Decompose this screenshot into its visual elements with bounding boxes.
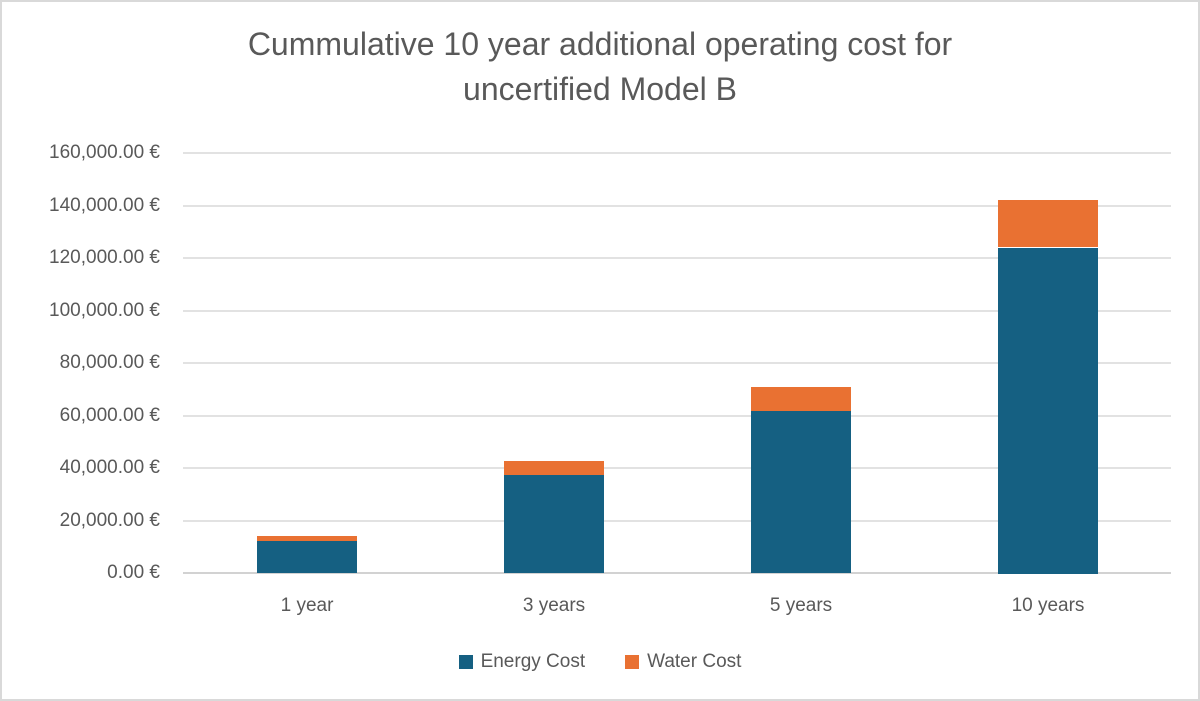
chart-title-line2: uncertified Model B	[463, 71, 737, 107]
y-axis-tick-label: 120,000.00 €	[49, 247, 160, 268]
x-axis-tick-label: 1 year	[280, 595, 334, 616]
x-axis-line	[183, 572, 1171, 574]
y-axis-tick-label: 100,000.00 €	[49, 300, 160, 321]
x-axis-tick-label: 3 years	[522, 595, 586, 616]
bar-water-cost-3-years	[504, 461, 604, 475]
legend-swatch-icon	[625, 655, 640, 669]
gridline	[183, 152, 1171, 154]
gridline	[183, 467, 1171, 469]
legend-item-water-cost: Water Cost	[625, 651, 741, 673]
bar-energy-cost-10-years	[998, 248, 1098, 574]
gridline	[183, 415, 1171, 417]
bar-water-cost-1-year	[257, 536, 357, 541]
legend-label: Energy Cost	[480, 651, 586, 672]
y-axis-tick-label: 80,000.00 €	[59, 352, 160, 373]
bar-energy-cost-1-year	[257, 540, 357, 573]
y-axis-tick-label: 20,000.00 €	[59, 510, 160, 531]
bar-water-cost-10-years	[998, 200, 1098, 247]
gridline	[183, 520, 1171, 522]
y-axis-tick-label: 60,000.00 €	[59, 405, 160, 426]
bar-water-cost-5-years	[751, 387, 851, 411]
gridline	[183, 362, 1171, 364]
legend-item-energy-cost: Energy Cost	[458, 651, 586, 673]
x-axis-tick-label: 5 years	[769, 595, 833, 616]
legend: Energy Cost Water Cost	[2, 651, 1198, 673]
y-axis-tick-label: 0.00 €	[107, 562, 160, 583]
y-axis-tick-label: 140,000.00 €	[49, 195, 160, 216]
chart-title-line1: Cummulative 10 year additional operating…	[247, 26, 953, 62]
bar-energy-cost-5-years	[751, 410, 851, 573]
x-axis-tick-label: 10 years	[1011, 595, 1085, 616]
gridline	[183, 205, 1171, 207]
chart-title: Cummulative 10 year additional operating…	[2, 22, 1198, 112]
y-axis-tick-label: 160,000.00 €	[49, 142, 160, 163]
gridline	[183, 257, 1171, 259]
gridline	[183, 310, 1171, 312]
legend-swatch-icon	[458, 655, 473, 669]
y-axis-tick-label: 40,000.00 €	[59, 457, 160, 478]
bar-energy-cost-3-years	[504, 475, 604, 573]
legend-label: Water Cost	[647, 651, 742, 672]
